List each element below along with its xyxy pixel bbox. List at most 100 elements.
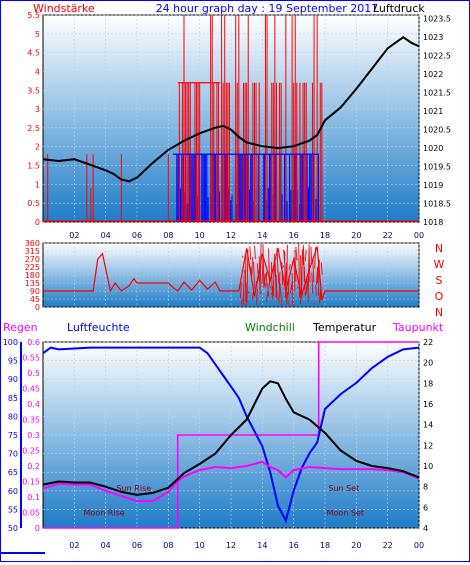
x-tick-label: 10	[195, 231, 205, 240]
humidity-tick-label: 75	[8, 431, 18, 440]
rain-tick-label: 0.1	[27, 493, 40, 502]
rain-tick-label: 0	[35, 524, 40, 533]
legend-humidity: Luftfeuchte	[67, 321, 130, 334]
x-tick-label: 06	[132, 231, 142, 240]
humidity-tick-label: 50	[8, 524, 18, 533]
humidity-tick-label: 55	[8, 505, 18, 514]
temperature-tick-label: 22	[423, 338, 433, 347]
annotation-label: Moon Rise	[84, 509, 125, 518]
x-tick-label: 16	[289, 231, 299, 240]
rain-tick-label: 0.55	[22, 354, 40, 363]
wind-tick-label: 5.5	[27, 11, 40, 20]
humidity-tick-label: 65	[8, 468, 18, 477]
x-tick-label: 20	[351, 541, 361, 550]
wind-pressure-plot-area	[43, 15, 419, 222]
rain-tick-label: 0.4	[27, 400, 40, 409]
pressure-axis-title: Luftdruck	[373, 2, 425, 15]
temperature-tick-label: 6	[423, 503, 428, 512]
annotation-label: Moon Set	[327, 509, 364, 518]
x-tick-label: 12	[226, 231, 236, 240]
direction-tick-label: 270	[25, 255, 40, 264]
x-tick-label: 22	[383, 541, 393, 550]
pressure-tick-label: 1021.5	[423, 89, 451, 98]
x-tick-label: 18	[320, 541, 330, 550]
pressure-tick-label: 1018.5	[423, 200, 451, 209]
wind-tick-label: 2.5	[27, 124, 40, 133]
pressure-tick-label: 1022	[423, 70, 443, 79]
direction-tick-label: 360	[25, 239, 40, 248]
legend-rain: Regen	[3, 321, 38, 334]
rain-tick-label: 0.2	[27, 462, 40, 471]
temperature-tick-label: 8	[423, 483, 428, 492]
pressure-tick-label: 1022.5	[423, 52, 451, 61]
compass-label: S	[436, 274, 443, 287]
x-tick-label: 08	[163, 231, 173, 240]
chart-title: 24 hour graph day : 19 September 2017	[156, 2, 379, 15]
compass-label: W	[434, 258, 445, 271]
wind-tick-label: 0	[35, 218, 40, 227]
rain-tick-label: 0.05	[22, 509, 40, 518]
humidity-tick-label: 60	[8, 487, 18, 496]
direction-tick-label: 90	[30, 287, 40, 296]
wind-tick-label: 0.5	[27, 199, 40, 208]
humidity-tick-label: 95	[8, 357, 18, 366]
wind-tick-label: 4	[35, 67, 40, 76]
wind-tick-label: 3.5	[27, 86, 40, 95]
temperature-tick-label: 12	[423, 441, 433, 450]
rain-tick-label: 0.6	[27, 338, 40, 347]
humidity-tick-label: 70	[8, 450, 18, 459]
humidity-tick-label: 80	[8, 412, 18, 421]
legend-dewpoint: Taupunkt	[392, 321, 444, 334]
wind-tick-label: 1	[35, 180, 40, 189]
x-tick-label: 12	[226, 541, 236, 550]
compass-label: N	[435, 242, 443, 255]
wind-tick-label: 4.5	[27, 49, 40, 58]
direction-tick-label: 180	[25, 271, 40, 280]
annotation-label: Sun Set	[328, 484, 359, 493]
legend-windchill: Windchill	[245, 321, 295, 334]
temperature-tick-label: 20	[423, 359, 433, 368]
x-tick-label: 18	[320, 231, 330, 240]
pressure-tick-label: 1023	[423, 33, 443, 42]
legend-temperature: Temperatur	[312, 321, 377, 334]
rain-tick-label: 0.3	[27, 431, 40, 440]
direction-tick-label: 0	[35, 303, 40, 312]
rain-tick-label: 0.45	[22, 385, 40, 394]
rain-tick-label: 0.25	[22, 447, 40, 456]
rain-tick-label: 0.35	[22, 416, 40, 425]
x-tick-label: 00	[414, 231, 424, 240]
pressure-tick-label: 1018	[423, 218, 443, 227]
humidity-tick-label: 90	[8, 375, 18, 384]
x-tick-label: 00	[414, 541, 424, 550]
compass-label: N	[435, 306, 443, 319]
x-tick-label: 02	[69, 231, 79, 240]
x-tick-label: 20	[351, 231, 361, 240]
direction-tick-label: 315	[25, 247, 40, 256]
pressure-tick-label: 1019	[423, 181, 443, 190]
x-tick-label: 10	[195, 541, 205, 550]
direction-tick-label: 45	[30, 295, 40, 304]
x-tick-label: 16	[289, 541, 299, 550]
rain-tick-label: 0.15	[22, 478, 40, 487]
temperature-tick-label: 16	[423, 400, 433, 409]
x-tick-label: 02	[69, 541, 79, 550]
pressure-tick-label: 1020	[423, 144, 443, 153]
direction-tick-label: 135	[25, 279, 40, 288]
annotation-label: Sun Rise	[117, 484, 152, 493]
temperature-tick-label: 10	[423, 462, 433, 471]
temperature-tick-label: 4	[423, 524, 428, 533]
x-tick-label: 04	[101, 541, 111, 550]
x-tick-label: 08	[163, 541, 173, 550]
direction-tick-label: 225	[25, 263, 40, 272]
pressure-tick-label: 1019.5	[423, 163, 451, 172]
wind-tick-label: 2	[35, 143, 40, 152]
wind-tick-label: 5	[35, 30, 40, 39]
temperature-tick-label: 14	[423, 421, 433, 430]
humidity-tick-label: 100	[3, 338, 18, 347]
wind-tick-label: 3	[35, 105, 40, 114]
rain-tick-label: 0.5	[27, 369, 40, 378]
compass-label: O	[435, 290, 444, 303]
humidity-tick-label: 85	[8, 394, 18, 403]
